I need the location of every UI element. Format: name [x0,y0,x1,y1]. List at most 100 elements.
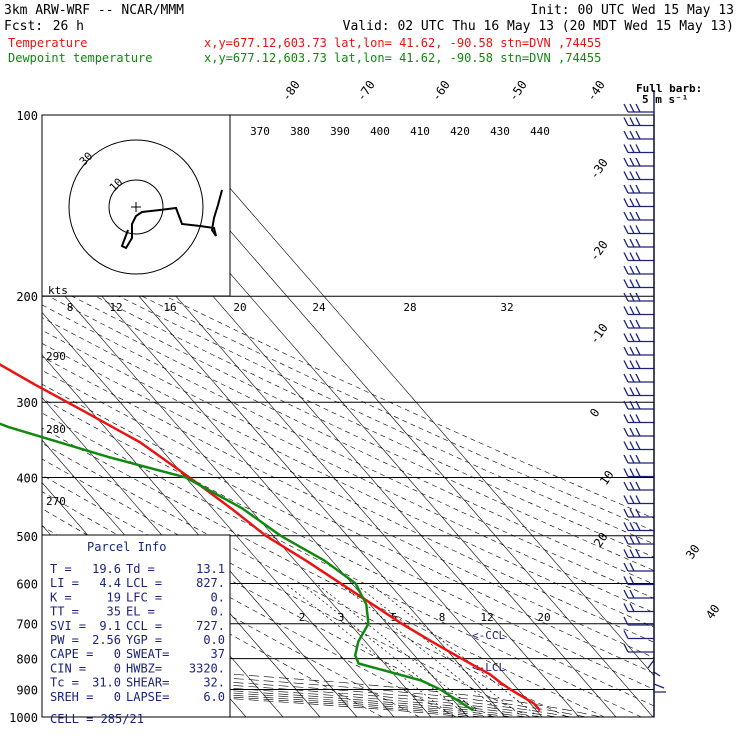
wind-barb [623,441,654,451]
dry-adiabat [42,329,654,628]
parcel-info-cell: LCL = [126,576,162,590]
wind-barb [623,589,654,599]
dewpoint-trace [0,422,474,712]
dry-adiabat [42,398,654,707]
isotherm-label-top: -70 [354,78,378,104]
speed-label: 32 [500,301,513,314]
parcel-info-cell: 13.1 [196,562,225,576]
parcel-info-cell: 3320. [189,661,225,675]
wind-barb [623,198,654,208]
isotherm-label-right: 40 [703,602,723,622]
wind-barb [623,630,654,640]
wind-barb [623,549,654,559]
fcst-label: Fcst: [4,19,43,34]
mixing-ratio-line [339,583,508,717]
pressure-tick-label: 800 [16,653,38,667]
wind-barb [623,414,654,424]
isotherm-line [42,269,432,717]
pressure-tick-label: 1000 [9,711,38,725]
parcel-info-cell: CAPE = [50,647,93,661]
isotherm-label-right: -20 [587,238,611,264]
wind-barb [623,333,654,343]
pressure-tick-label: 500 [16,530,38,544]
temperature-legend: Temperature [8,36,87,50]
theta-e-label: 420 [450,125,470,138]
dry-adiabat [42,427,605,717]
parcel-info-cell: Td = [126,562,155,576]
parcel-info-panel: Parcel Info T = 19.6 Td = 13.1 LI = 4.4 LCL = 8… [41,534,231,726]
wind-barb [623,265,654,275]
hodo-units-label: kts [48,284,68,297]
parcel-info-cell: 4.4 [99,576,121,590]
pressure-tick-label: 100 [16,109,38,123]
speed-label: 8 [67,301,74,314]
theta-e-label: 400 [370,125,390,138]
theta-label: 280 [46,423,66,436]
valid-time: Valid: 02 UTC Thu 16 May 13 (20 MDT Wed … [343,19,734,34]
mixing-ratio-line [300,583,469,717]
parcel-info-cell: 0. [211,590,225,604]
isotherm-label-top: -80 [279,78,303,104]
speed-label: 20 [233,301,246,314]
parcel-info-cell: LI = [50,576,79,590]
wind-barb [623,373,654,383]
plot-frame [41,114,655,718]
wind-barb [623,279,654,289]
mixing-ratio-line [284,583,454,717]
theta-e-label: 410 [410,125,430,138]
theta-e-label: 390 [330,125,350,138]
wind-barb [623,454,654,464]
dry-adiabat [42,304,654,599]
isotherm-label-right: -10 [587,321,611,347]
mixing-ratio-label: 12 [480,611,493,624]
speed-label: 24 [312,301,326,314]
parcel-info-cell: HWBZ= [126,661,162,675]
init-time: Init: 00 UTC Wed 15 May 13 [531,3,735,18]
wind-barb [623,292,654,302]
wind-barb [623,643,654,653]
theta-label: 290 [46,350,66,363]
pressure-tick-label: 300 [16,396,38,410]
wind-barb [623,319,654,329]
mixing-ratio-line [354,583,523,717]
wind-barb [623,144,654,154]
wind-barb [623,211,654,221]
dry-adiabat [42,292,654,585]
hodograph-trace [120,189,223,250]
pressure-tick-label: 200 [16,290,38,304]
parcel-info-cell: 19 [107,590,121,604]
parcel-info-cell: 0.0 [203,633,225,647]
theta-e-label: 380 [290,125,310,138]
dry-adiabat [42,256,654,545]
theta-e-label: 370 [250,125,270,138]
wind-barb [623,400,654,410]
fcst-value: 26 h [53,19,84,34]
wind-barb [623,603,654,613]
mixing-ratio-line [370,583,539,717]
wind-barb [623,157,654,167]
wind-barb [647,659,666,693]
mixing-ratio-label: 2 [299,611,306,624]
parcel-info-cell: LFC = [126,590,162,604]
hodograph-inset: 30 10 kts [41,114,231,297]
isotherm-label-right: 10 [597,468,617,488]
parcel-info-cell: YGP = [126,633,162,647]
temperature-trace [0,363,541,712]
wind-barb [623,616,654,626]
parcel-info-cell: 0 [114,647,121,661]
lcl-label: <-LCL [472,661,505,674]
parcel-info-cell: CIN = [50,661,86,675]
parcel-info-cell: 0 [114,690,121,704]
wind-barb [623,495,654,505]
wind-barb [623,562,654,572]
wind-barb [623,171,654,181]
mixing-ratio-line [316,583,485,717]
dry-adiabat [42,280,654,571]
speed-label: 28 [403,301,416,314]
barb-legend-line2: 5 m s⁻¹ [642,93,688,106]
pressure-tick-label: 400 [16,471,38,485]
wind-barb [623,576,654,586]
dry-adiabat [42,369,654,674]
